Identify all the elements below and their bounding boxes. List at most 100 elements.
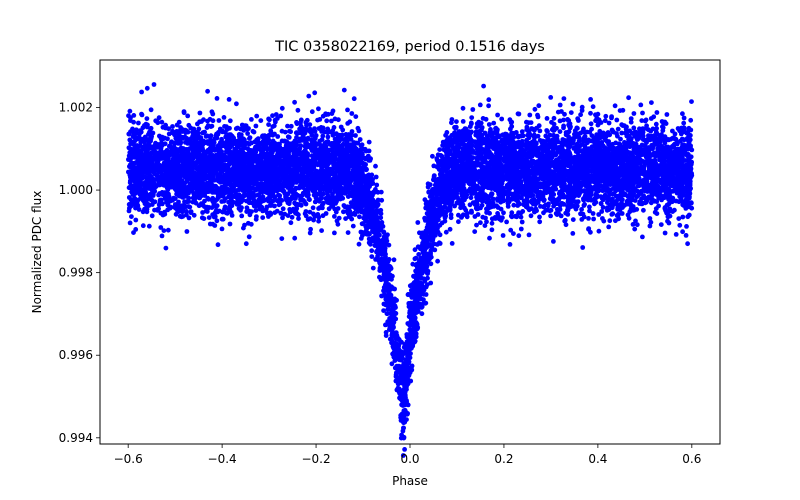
data-point	[254, 113, 260, 119]
data-point	[484, 219, 489, 225]
data-point	[205, 88, 211, 94]
data-point	[607, 218, 613, 224]
data-point	[557, 102, 563, 108]
data-point	[307, 209, 313, 215]
data-point	[310, 205, 316, 211]
data-point	[275, 116, 280, 121]
data-point	[260, 215, 266, 221]
data-point	[489, 220, 495, 226]
data-point	[612, 103, 618, 109]
data-point	[537, 219, 543, 225]
data-point	[229, 213, 235, 218]
data-point	[658, 222, 664, 228]
data-point	[544, 116, 550, 121]
data-point	[127, 220, 133, 226]
data-point	[129, 214, 134, 220]
data-point	[370, 265, 376, 271]
data-point	[486, 103, 491, 109]
data-point	[447, 207, 453, 213]
data-point	[548, 213, 553, 219]
data-point	[319, 228, 324, 234]
data-point	[247, 136, 252, 141]
data-point	[126, 208, 132, 214]
data-point	[151, 82, 157, 87]
data-point	[255, 136, 261, 142]
data-point	[215, 242, 221, 248]
data-point	[386, 257, 392, 262]
data-point	[460, 119, 466, 124]
data-point	[266, 122, 271, 127]
data-point	[618, 136, 623, 142]
data-point	[357, 137, 363, 142]
data-point	[366, 139, 372, 145]
data-point	[437, 147, 443, 153]
data-point	[275, 134, 281, 139]
data-point	[355, 125, 361, 131]
data-point	[447, 226, 453, 232]
data-point	[349, 111, 355, 116]
data-point	[491, 120, 497, 126]
data-point	[527, 112, 533, 118]
data-point	[579, 207, 584, 212]
data-point	[305, 217, 311, 222]
data-point	[619, 130, 625, 136]
data-point	[688, 117, 694, 123]
data-point	[163, 245, 169, 251]
data-point	[631, 111, 637, 116]
data-point	[562, 111, 567, 117]
data-point	[653, 121, 659, 127]
data-point	[603, 113, 609, 119]
data-point	[201, 216, 207, 222]
data-point	[220, 216, 226, 222]
data-point	[481, 83, 486, 89]
data-point	[509, 124, 515, 129]
data-point	[582, 202, 587, 207]
data-point	[449, 117, 455, 122]
data-point	[518, 214, 524, 220]
data-point	[508, 227, 514, 233]
data-point	[680, 214, 686, 220]
data-point	[544, 128, 550, 133]
data-point	[288, 123, 294, 129]
data-point	[216, 118, 222, 123]
data-point	[647, 223, 653, 229]
data-point	[664, 112, 670, 117]
data-point	[220, 188, 226, 194]
data-point	[219, 226, 225, 232]
data-point	[478, 220, 483, 226]
data-point	[677, 222, 683, 228]
data-point	[196, 126, 202, 132]
data-point	[383, 333, 389, 338]
data-point	[303, 209, 309, 214]
data-point	[350, 223, 356, 229]
data-point	[570, 101, 576, 107]
data-point	[415, 220, 421, 225]
data-point	[638, 102, 644, 108]
data-point	[306, 93, 312, 99]
data-point	[159, 233, 165, 239]
data-point	[156, 115, 162, 121]
data-point	[449, 241, 455, 246]
data-point	[280, 206, 286, 212]
data-point	[590, 104, 596, 110]
data-point	[606, 120, 612, 126]
data-point	[210, 111, 216, 117]
data-point	[673, 198, 679, 204]
data-point	[345, 107, 350, 113]
data-point	[250, 128, 256, 134]
data-point	[279, 236, 285, 242]
data-point	[619, 122, 625, 128]
data-point	[501, 210, 506, 216]
data-point	[312, 90, 318, 96]
data-point	[278, 113, 284, 119]
data-point	[574, 125, 580, 131]
data-point	[580, 245, 586, 250]
data-point	[316, 106, 321, 112]
data-point	[389, 361, 395, 367]
data-points	[125, 82, 695, 458]
data-point	[221, 115, 227, 120]
data-point	[609, 212, 615, 217]
data-point	[474, 222, 479, 228]
